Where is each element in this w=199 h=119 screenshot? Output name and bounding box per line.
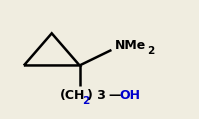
Text: 2: 2: [83, 96, 90, 106]
Text: ) 3: ) 3: [87, 89, 106, 102]
Text: —: —: [108, 89, 121, 102]
Text: NMe: NMe: [114, 39, 146, 52]
Text: 2: 2: [147, 46, 154, 56]
Text: OH: OH: [119, 89, 140, 102]
Text: (CH: (CH: [60, 89, 85, 102]
